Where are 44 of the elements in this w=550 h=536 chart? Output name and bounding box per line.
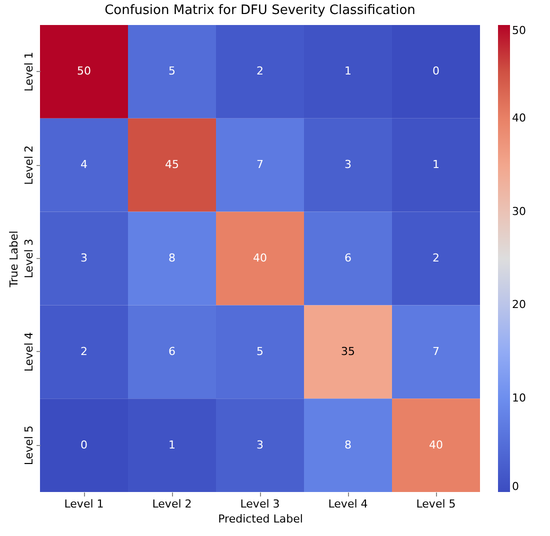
data-label: 0: [432, 64, 440, 78]
color-bar-label: 40: [512, 111, 526, 124]
y-tick-label: Level 2: [22, 145, 36, 185]
color-bar-label: 10: [512, 392, 526, 405]
color-bar-label: 0: [512, 480, 519, 493]
data-label: 5: [256, 344, 264, 358]
data-label: 1: [432, 158, 440, 172]
data-label: 6: [168, 344, 176, 358]
x-tick-label: Level 3: [240, 498, 280, 510]
data-label: 40: [253, 252, 267, 264]
data-label: 3: [344, 158, 352, 172]
data-label: 7: [256, 158, 264, 172]
data-label: 3: [256, 438, 264, 452]
data-label: 50: [77, 64, 91, 78]
data-label: 3: [80, 252, 88, 264]
x-tick-label: Level 1: [64, 498, 104, 510]
data-label: 8: [344, 438, 352, 452]
data-label: 1: [344, 64, 352, 78]
y-axis-title: True Label: [8, 230, 20, 288]
data-label: 45: [165, 158, 179, 172]
data-label: 1: [168, 438, 176, 452]
x-axis-title: Predicted Label: [218, 512, 303, 526]
y-tick-label: Level 5: [22, 426, 36, 466]
x-tick-label: Level 5: [416, 498, 456, 510]
color-bar-label: 30: [512, 204, 526, 218]
color-bar-label: 20: [512, 298, 526, 312]
data-label: 2: [80, 344, 88, 358]
data-label: 5: [168, 64, 176, 78]
y-tick-label: Level 1: [22, 52, 36, 92]
y-tick-label: Level 3: [22, 238, 36, 278]
data-label: 4: [80, 158, 88, 172]
color-bar-label: 50: [512, 24, 526, 37]
x-tick-label: Level 2: [152, 498, 192, 510]
y-tick-label: Level 4: [22, 332, 36, 372]
chart-title: Confusion Matrix for DFU Severity Classification: [104, 3, 416, 18]
data-label: 40: [429, 438, 443, 452]
data-label: 8: [168, 252, 176, 264]
data-label: 2: [256, 64, 264, 78]
data-label: 7: [432, 344, 440, 358]
data-label: 6: [344, 252, 352, 264]
x-tick-label: Level 4: [328, 498, 368, 510]
data-label: 0: [80, 438, 88, 452]
data-label: 35: [341, 344, 355, 358]
data-label: 2: [432, 252, 440, 264]
